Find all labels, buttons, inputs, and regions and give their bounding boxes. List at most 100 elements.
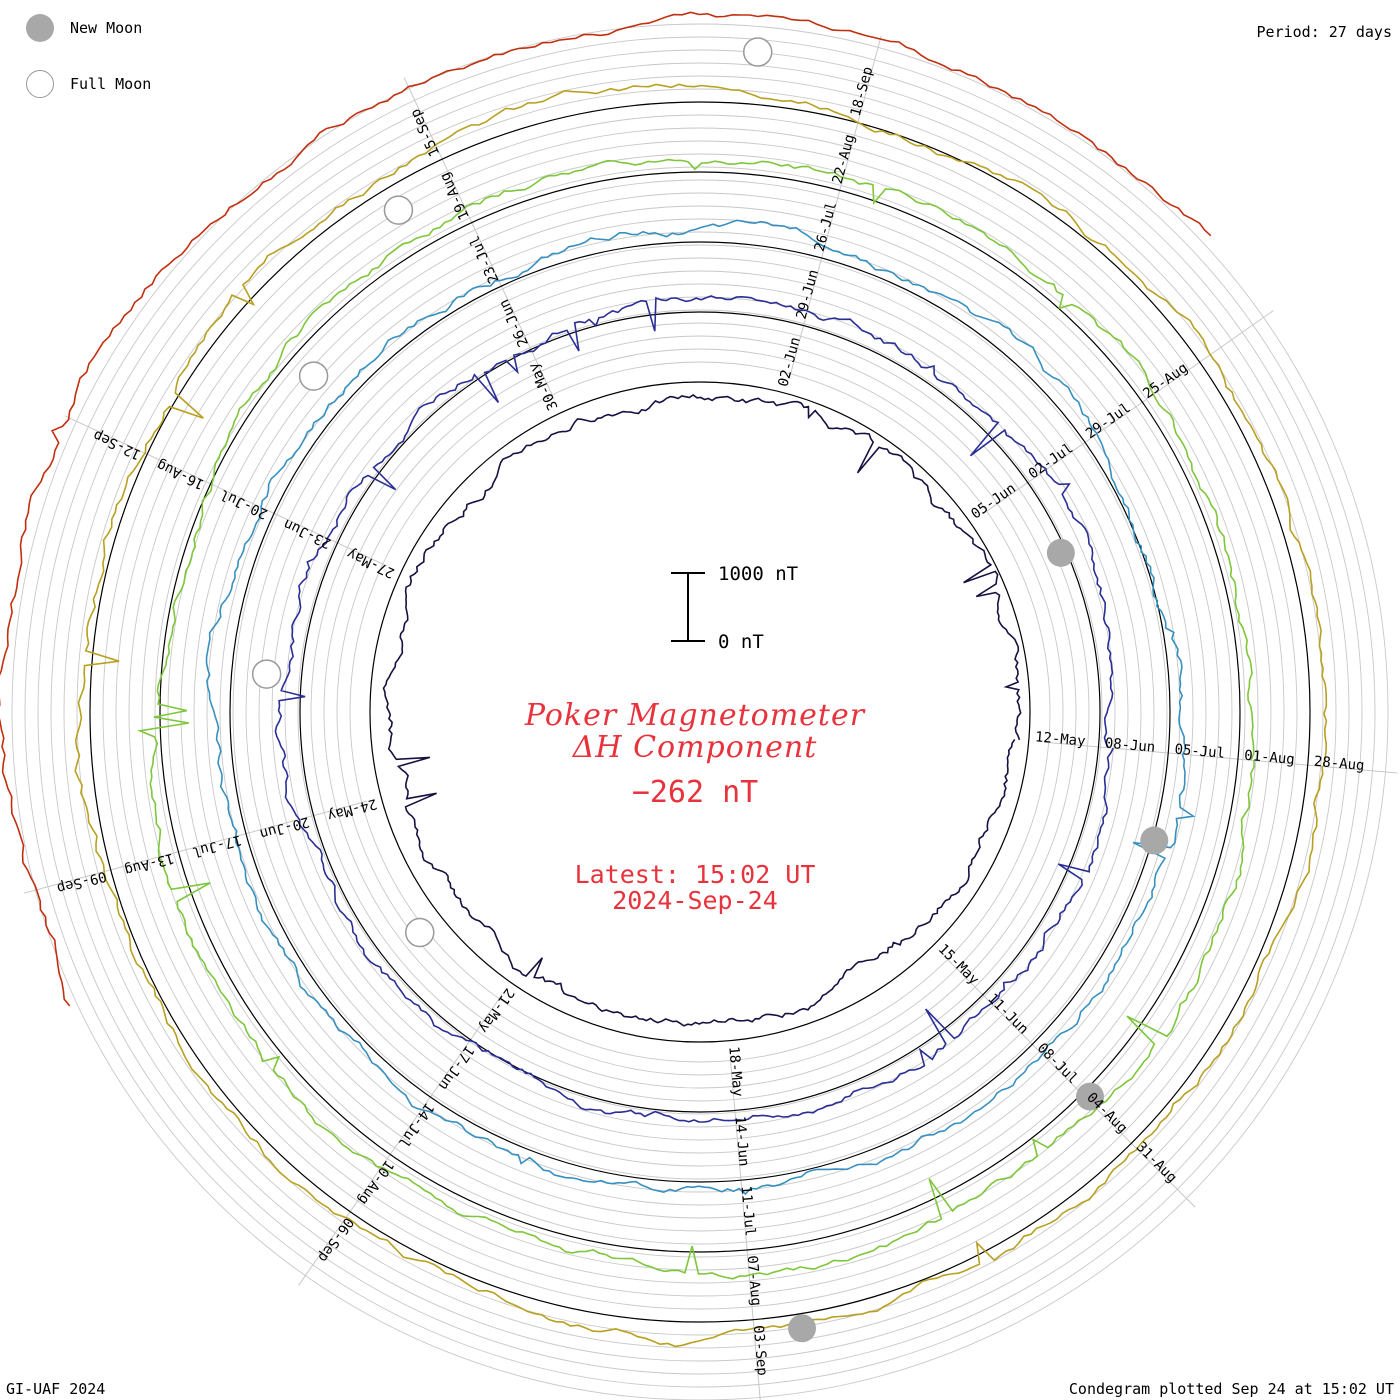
tick-label: 04-Aug <box>1083 1090 1130 1137</box>
tick-label: 03-Sep <box>750 1325 770 1377</box>
grid-ring <box>258 270 1142 1154</box>
series-trace <box>74 83 1328 1348</box>
tick-label: 17-Jul <box>190 831 243 860</box>
grid-ring <box>102 114 1298 1310</box>
cycle-baselines <box>89 101 1311 1323</box>
cycle-baseline <box>299 311 1101 1113</box>
moon-markers <box>251 37 1169 1343</box>
tick-label: 14-Jun <box>731 1115 751 1167</box>
full-moon-marker <box>251 659 282 689</box>
tick-label: 18-May <box>725 1046 745 1098</box>
scale-bottom-label: 0 nT <box>718 631 764 653</box>
tick-label: 11-Jun <box>984 991 1031 1038</box>
tick-label: 28-Aug <box>1313 754 1365 774</box>
tick-label: 06-Sep <box>314 1214 356 1265</box>
tick-label: 08-Jul <box>1034 1040 1081 1087</box>
grid-ring <box>271 283 1129 1141</box>
footer-plotted: Condegram plotted Sep 24 at 15:02 UT <box>1068 1380 1394 1398</box>
series-trace <box>205 219 1196 1196</box>
grid-ring <box>349 361 1051 1063</box>
tick-label: 26-Jun <box>496 297 532 350</box>
new-moon-icon <box>26 14 54 42</box>
grid-spoke <box>298 994 503 1286</box>
tick-label: 19-Aug <box>437 170 473 223</box>
tick-label: 23-Jul <box>467 233 503 286</box>
grid-spoke <box>65 415 388 567</box>
tick-label: 16-Aug <box>154 456 207 492</box>
grid-ring <box>128 140 1272 1284</box>
scale-top-label: 1000 nT <box>718 563 798 585</box>
cycle-baseline <box>369 381 1031 1043</box>
new-moon-marker <box>1075 1082 1104 1111</box>
grid-ring <box>141 153 1259 1271</box>
current-value: −262 nT <box>631 775 759 810</box>
tick-label: 31-Aug <box>1133 1139 1180 1186</box>
tick-label: 26-Jul <box>812 200 841 253</box>
tick-label: 07-Aug <box>744 1255 764 1307</box>
grid-ring <box>232 244 1168 1180</box>
tick-label: 11-Jul <box>738 1185 758 1237</box>
grid-ring <box>336 348 1064 1076</box>
cycle-baseline <box>229 241 1171 1183</box>
grid-ring <box>154 166 1246 1258</box>
grid-ring <box>206 218 1194 1206</box>
grid-ring <box>115 127 1285 1297</box>
grid-ring <box>63 75 1337 1349</box>
grid-ring <box>193 205 1207 1219</box>
grid-ring <box>76 88 1324 1336</box>
full-moon-marker <box>383 195 414 225</box>
cycle-baseline <box>89 101 1311 1323</box>
full-moon-marker <box>742 37 773 67</box>
tick-label: 17-Jun <box>435 1042 477 1093</box>
cycle-baseline <box>159 171 1241 1253</box>
tick-label: 22-Aug <box>830 133 859 186</box>
grid-ring <box>50 62 1350 1362</box>
legend-new-moon-label: New Moon <box>70 19 143 37</box>
new-moon-marker <box>1046 538 1075 567</box>
tick-label: 02-Jun <box>775 335 804 388</box>
legend-full-moon: Full Moon <box>26 70 151 98</box>
tick-label: 20-Jul <box>218 486 271 522</box>
legend-full-moon-label: Full Moon <box>70 75 152 93</box>
full-moon-icon <box>26 70 54 98</box>
new-moon-marker <box>1140 826 1169 855</box>
tick-label: 18-Sep <box>848 65 877 118</box>
grid-ring <box>245 257 1155 1167</box>
tick-label: 24-May <box>326 795 379 824</box>
period-label: Period: 27 days <box>1256 23 1392 41</box>
legend-new-moon: New Moon <box>26 14 142 42</box>
data-traces <box>0 11 1328 1348</box>
grid-ring <box>167 179 1233 1245</box>
tick-label: 12-May <box>1034 729 1086 749</box>
grid-spoke <box>23 800 367 894</box>
grid-ring <box>310 322 1090 1102</box>
chart-subtitle: ΔH Component <box>572 730 818 765</box>
tick-label: 30-May <box>526 360 562 413</box>
chart-title: Poker Magnetometer <box>524 698 866 733</box>
series-trace <box>0 11 1212 1007</box>
tick-label: 29-Jun <box>793 268 822 321</box>
grid-ring <box>24 36 1376 1388</box>
tick-label: 02-Jul <box>1026 440 1077 482</box>
grid-spoke <box>982 310 1274 515</box>
footer-credit: GI-UAF 2024 <box>6 1380 106 1398</box>
new-moon-marker <box>788 1314 817 1343</box>
full-moon-marker <box>405 917 435 948</box>
grid-spoke <box>403 77 555 400</box>
latest-date: 2024-Sep-24 <box>612 886 778 915</box>
full-moon-marker <box>298 361 329 391</box>
scale-bar: 1000 nT 0 nT <box>671 563 798 653</box>
tick-label: 09-Sep <box>55 868 108 897</box>
series-trace <box>382 394 1022 1027</box>
grid-ring <box>297 309 1103 1115</box>
series-trace <box>274 295 1114 1123</box>
grid-spokes <box>23 35 1398 1400</box>
tick-label: 08-Jun <box>1104 735 1156 755</box>
series-trace <box>136 158 1255 1280</box>
tick-label: 23-Jun <box>281 515 334 551</box>
grid-ring <box>323 335 1077 1089</box>
grid-spoke <box>943 955 1196 1208</box>
tick-label: 01-Aug <box>1244 748 1296 768</box>
grid-ring <box>284 296 1116 1128</box>
